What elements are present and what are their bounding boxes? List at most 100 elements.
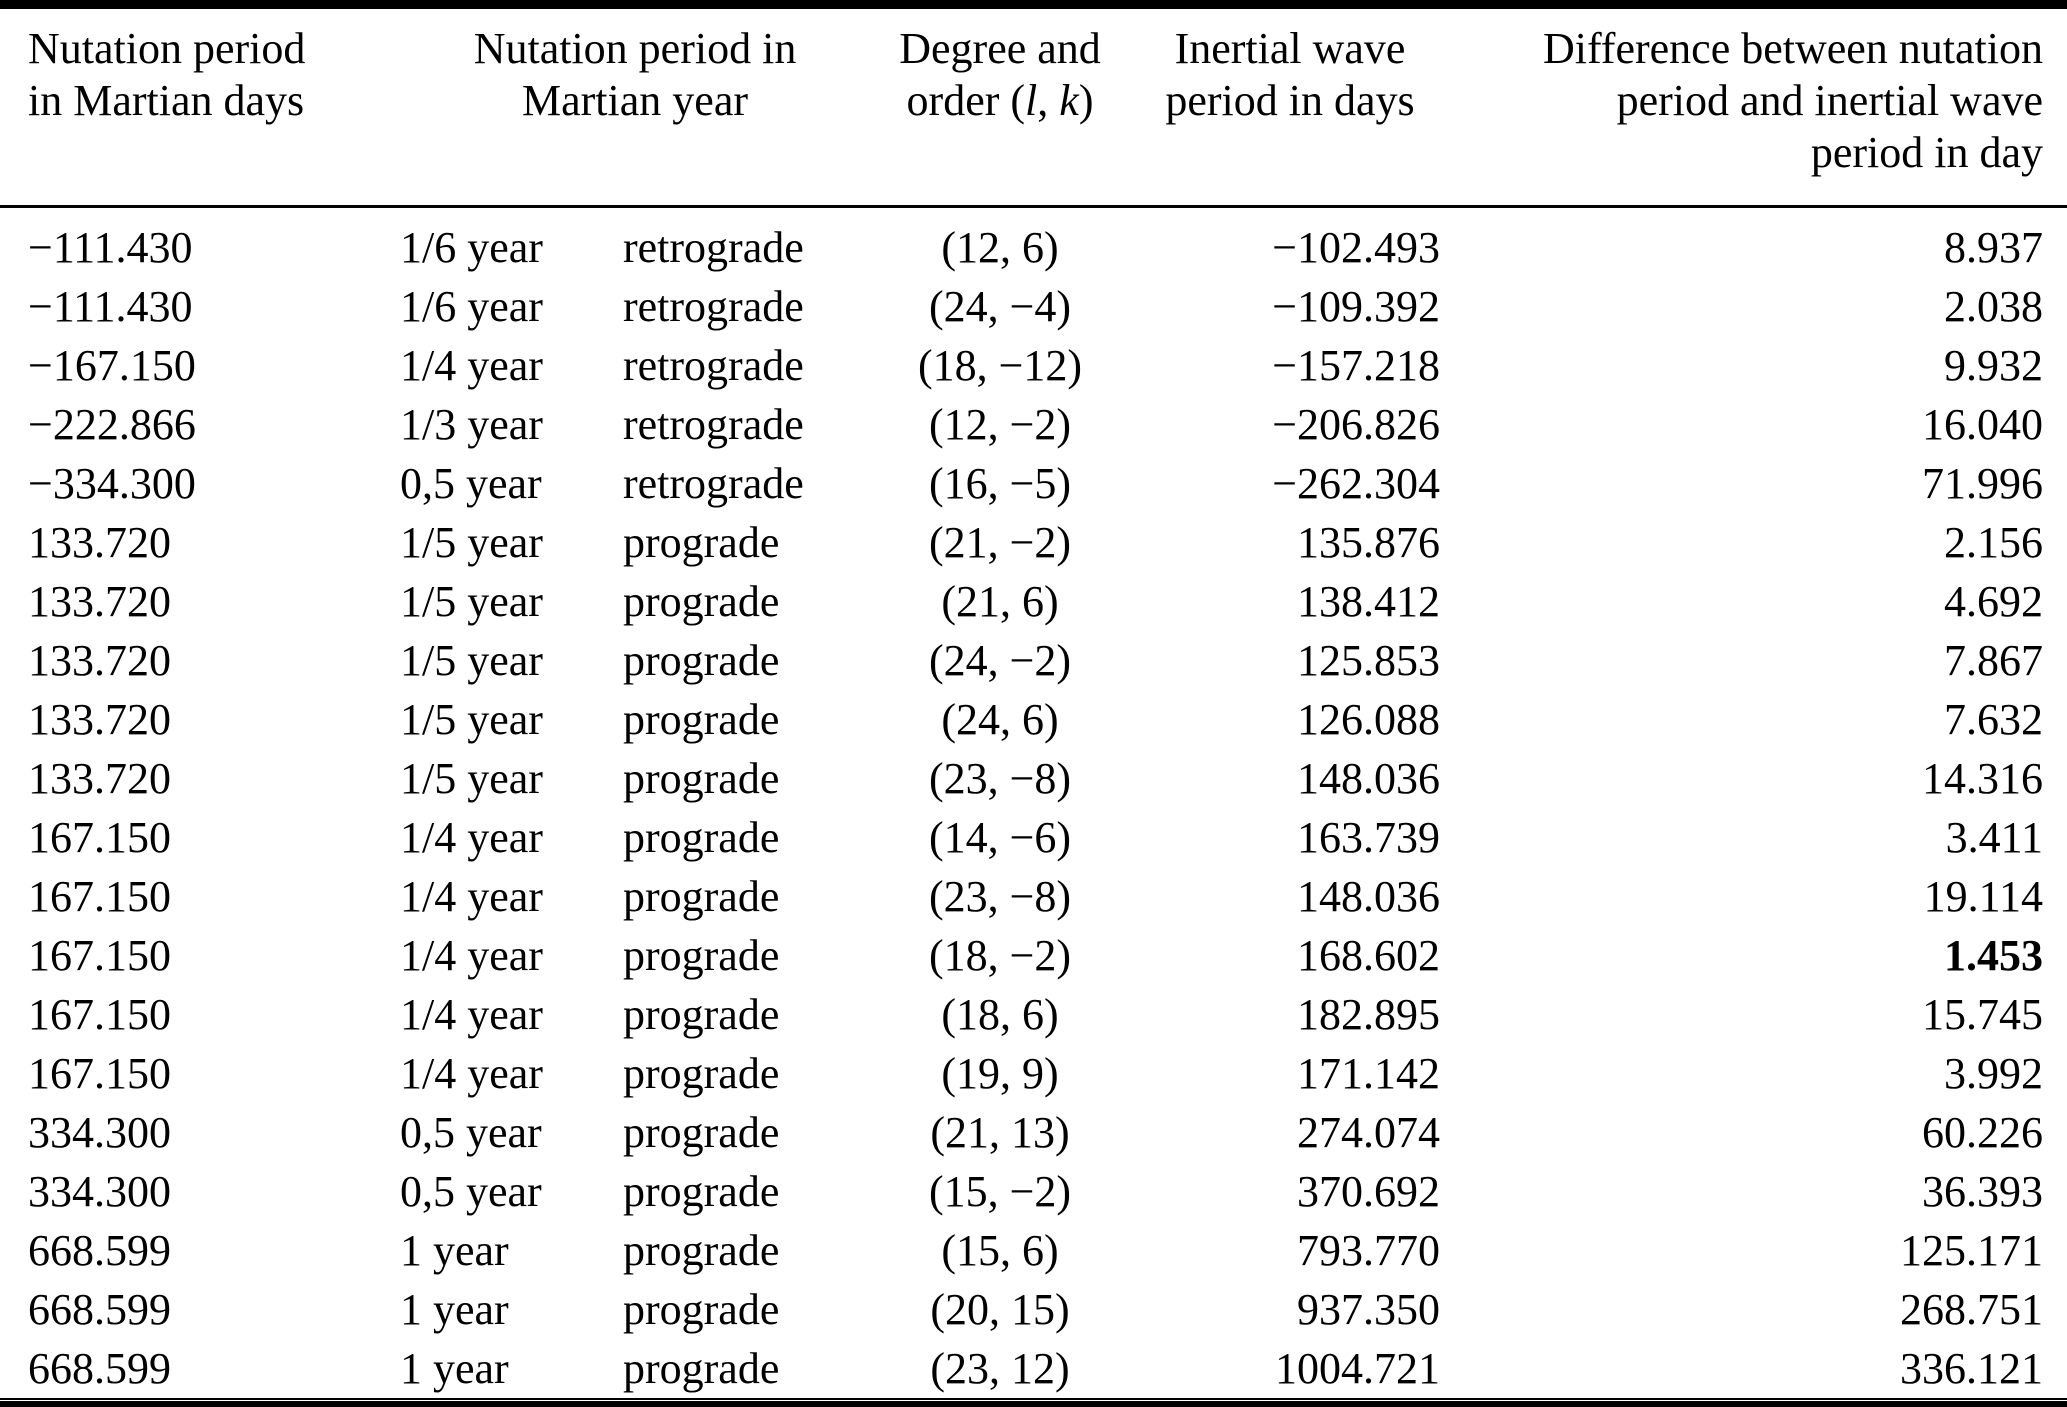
cell-nutation-period-year: 1/5 year	[400, 754, 543, 803]
header-text-line: Difference between nutation	[1542, 24, 2044, 73]
cell-difference: 36.393	[1922, 1167, 2044, 1216]
cell-nutation-period-days: −111.430	[28, 223, 193, 272]
cell-nutation-period-days: 334.300	[28, 1108, 171, 1157]
cell-degree-order: (24, −4)	[928, 282, 1072, 331]
cell-degree-order: (18, −2)	[928, 931, 1072, 980]
degree-symbol-l: l	[1025, 76, 1038, 125]
cell-inertial-wave-period: −157.218	[1272, 341, 1441, 390]
cell-inertial-wave-period: 168.602	[1297, 931, 1441, 980]
cell-nutation-period-days: 668.599	[28, 1344, 171, 1393]
header-text-line: Nutation period	[28, 24, 306, 73]
cell-direction: prograde	[623, 577, 780, 626]
table-row: −222.866 1/3 year retrograde (12, −2) −2…	[0, 395, 2067, 454]
table-row: 133.720 1/5 year prograde (21, 6) 138.41…	[0, 572, 2067, 631]
cell-direction: retrograde	[623, 282, 804, 331]
cell-nutation-period-days: 167.150	[28, 990, 171, 1039]
cell-direction: prograde	[623, 990, 780, 1039]
cell-inertial-wave-period: 171.142	[1297, 1049, 1441, 1098]
table-row: 133.720 1/5 year prograde (21, −2) 135.8…	[0, 513, 2067, 572]
cell-nutation-period-year: 1/3 year	[400, 400, 543, 449]
header-text-line: order (l, k)	[871, 75, 1129, 127]
table-row: 133.720 1/5 year prograde (24, −2) 125.8…	[0, 631, 2067, 690]
cell-direction: prograde	[623, 518, 780, 567]
cell-difference: 2.038	[1944, 282, 2044, 331]
cell-nutation-period-year: 0,5 year	[400, 459, 542, 508]
cell-difference: 8.937	[1944, 223, 2044, 272]
cell-inertial-wave-period: 148.036	[1297, 754, 1441, 803]
degree-order-suffix: )	[1078, 76, 1094, 125]
cell-difference: 7.632	[1944, 695, 2044, 744]
cell-degree-order: (24, 6)	[941, 695, 1059, 744]
cell-difference: 2.156	[1944, 518, 2044, 567]
cell-nutation-period-days: 334.300	[28, 1167, 171, 1216]
header-text-line: period in day	[1810, 128, 2044, 177]
cell-inertial-wave-period: −206.826	[1272, 400, 1441, 449]
cell-difference: 7.867	[1944, 636, 2044, 685]
table-top-rule	[0, 0, 2067, 9]
cell-difference: 268.751	[1900, 1285, 2044, 1334]
cell-nutation-period-days: 133.720	[28, 754, 171, 803]
cell-nutation-period-days: 668.599	[28, 1226, 171, 1275]
cell-direction: prograde	[623, 636, 780, 685]
cell-direction: prograde	[623, 931, 780, 980]
cell-nutation-period-year: 1 year	[400, 1344, 509, 1393]
header-inertial-wave-period: Inertial wave period in days	[1130, 9, 1450, 207]
header-degree-order: Degree and order (l, k)	[870, 9, 1130, 207]
cell-nutation-period-days: 167.150	[28, 872, 171, 921]
cell-nutation-period-year: 1/4 year	[400, 931, 543, 980]
cell-degree-order: (14, −6)	[928, 813, 1072, 862]
cell-inertial-wave-period: 135.876	[1297, 518, 1441, 567]
cell-difference: 1.453	[1944, 931, 2044, 980]
cell-nutation-period-year: 1/4 year	[400, 1049, 543, 1098]
cell-difference: 14.316	[1922, 754, 2044, 803]
cell-direction: prograde	[623, 1226, 780, 1275]
cell-nutation-period-days: 133.720	[28, 577, 171, 626]
cell-difference: 125.171	[1900, 1226, 2044, 1275]
table-row: 133.720 1/5 year prograde (23, −8) 148.0…	[0, 749, 2067, 808]
cell-direction: prograde	[623, 754, 780, 803]
cell-degree-order: (15, 6)	[941, 1226, 1059, 1275]
cell-direction: prograde	[623, 1049, 780, 1098]
cell-degree-order: (15, −2)	[928, 1167, 1072, 1216]
table-row: 167.150 1/4 year prograde (18, 6) 182.89…	[0, 985, 2067, 1044]
header-text-line: in Martian days	[28, 76, 305, 125]
cell-direction: retrograde	[623, 400, 804, 449]
table-row: 334.300 0,5 year prograde (15, −2) 370.6…	[0, 1162, 2067, 1221]
cell-degree-order: (21, 13)	[930, 1108, 1070, 1157]
cell-nutation-period-days: 133.720	[28, 695, 171, 744]
header-text-line: Nutation period in	[473, 24, 797, 73]
cell-inertial-wave-period: 163.739	[1297, 813, 1441, 862]
cell-direction: prograde	[623, 872, 780, 921]
cell-difference: 4.692	[1944, 577, 2044, 626]
cell-difference: 9.932	[1944, 341, 2044, 390]
table-row: 167.150 1/4 year prograde (19, 9) 171.14…	[0, 1044, 2067, 1103]
cell-inertial-wave-period: 370.692	[1297, 1167, 1441, 1216]
cell-nutation-period-year: 1/5 year	[400, 518, 543, 567]
cell-nutation-period-year: 1 year	[400, 1226, 509, 1275]
cell-direction: retrograde	[623, 341, 804, 390]
cell-degree-order: (20, 15)	[930, 1285, 1070, 1334]
cell-nutation-period-year: 1/5 year	[400, 577, 543, 626]
table-row: 668.599 1 year prograde (15, 6) 793.770 …	[0, 1221, 2067, 1280]
cell-direction: prograde	[623, 1285, 780, 1334]
cell-degree-order: (23, −8)	[928, 872, 1072, 921]
cell-direction: prograde	[623, 1167, 780, 1216]
cell-nutation-period-year: 1/4 year	[400, 341, 543, 390]
header-text-line: Inertial wave	[1174, 24, 1406, 73]
cell-inertial-wave-period: −102.493	[1272, 223, 1441, 272]
table-row: −167.150 1/4 year retrograde (18, −12) −…	[0, 336, 2067, 395]
cell-nutation-period-days: 133.720	[28, 636, 171, 685]
cell-inertial-wave-period: 793.770	[1297, 1226, 1441, 1275]
header-text-line: period in days	[1165, 76, 1415, 125]
cell-nutation-period-year: 0,5 year	[400, 1167, 542, 1216]
cell-inertial-wave-period: 1004.721	[1275, 1344, 1441, 1393]
table-row: 133.720 1/5 year prograde (24, 6) 126.08…	[0, 690, 2067, 749]
table-row: 334.300 0,5 year prograde (21, 13) 274.0…	[0, 1103, 2067, 1162]
cell-direction: prograde	[623, 1344, 780, 1393]
cell-difference: 19.114	[1923, 872, 2044, 921]
table-row: 167.150 1/4 year prograde (14, −6) 163.7…	[0, 808, 2067, 867]
cell-inertial-wave-period: 182.895	[1297, 990, 1441, 1039]
header-nutation-period-days: Nutation period in Martian days	[0, 9, 400, 207]
cell-inertial-wave-period: 274.074	[1297, 1108, 1441, 1157]
